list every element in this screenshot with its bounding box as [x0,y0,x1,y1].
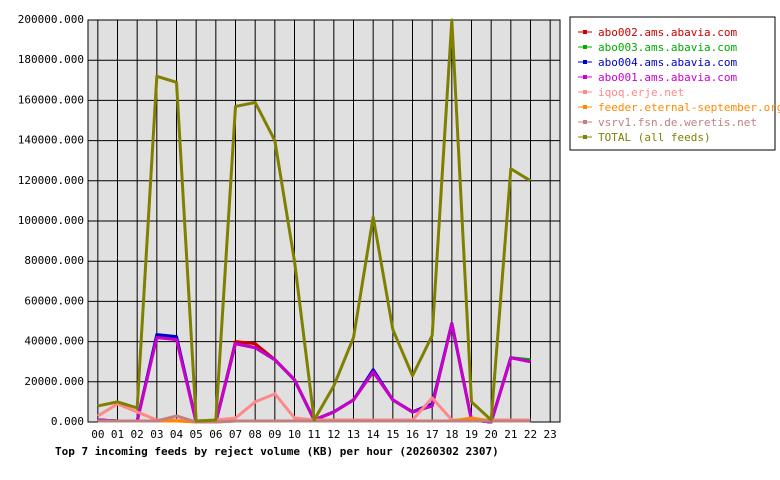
x-tick-label: 18 [445,428,458,441]
legend-marker [583,120,587,124]
x-tick-label: 00 [91,428,104,441]
x-tick-label: 20 [485,428,498,441]
legend-marker [583,90,587,94]
legend-marker [583,105,587,109]
legend-label: iqoq.erje.net [598,86,684,99]
y-tick-label: 40000.000 [24,335,84,348]
x-tick-label: 12 [327,428,340,441]
legend-label: abo004.ams.abavia.com [598,56,737,69]
chart-title: Top 7 incoming feeds by reject volume (K… [55,445,499,458]
x-tick-label: 10 [288,428,301,441]
legend-marker [583,60,587,64]
y-tick-label: 200000.000 [18,13,84,26]
legend-label: abo001.ams.abavia.com [598,71,737,84]
x-tick-label: 01 [111,428,124,441]
x-tick-label: 11 [308,428,321,441]
x-tick-label: 16 [406,428,419,441]
legend-marker [583,135,587,139]
x-tick-label: 09 [268,428,281,441]
legend-marker [583,30,587,34]
y-tick-label: 20000.000 [24,375,84,388]
legend-label: vsrv1.fsn.de.weretis.net [598,116,757,129]
series-line [97,18,532,423]
legend-label: abo003.ams.abavia.com [598,41,737,54]
x-tick-label: 03 [150,428,163,441]
legend-box [569,16,776,151]
y-tick-label: 80000.000 [24,254,84,267]
x-tick-label: 02 [131,428,144,441]
x-tick-label: 08 [249,428,262,441]
x-tick-label: 17 [426,428,439,441]
y-tick-label: 140000.000 [18,134,84,147]
y-tick-label: 100000.000 [18,214,84,227]
y-tick-label: 160000.000 [18,93,84,106]
x-tick-label: 15 [386,428,399,441]
x-tick-label: 07 [229,428,242,441]
y-tick-label: 0.000 [51,415,84,428]
x-tick-label: 06 [209,428,222,441]
x-tick-label: 05 [190,428,203,441]
y-tick-label: 180000.000 [18,53,84,66]
legend-label: TOTAL (all feeds) [598,131,711,144]
x-tick-label: 19 [465,428,478,441]
legend-marker [583,45,587,49]
x-tick-label: 23 [544,428,557,441]
y-tick-label: 60000.000 [24,294,84,307]
x-tick-label: 04 [170,428,184,441]
y-tick-label: 120000.000 [18,174,84,187]
x-tick-label: 21 [504,428,517,441]
x-tick-label: 22 [524,428,537,441]
legend-marker [583,75,587,79]
legend-label: feeder.eternal-september.org [598,101,780,114]
x-tick-label: 14 [367,428,381,441]
x-tick-label: 13 [347,428,360,441]
legend-label: abo002.ams.abavia.com [598,26,737,39]
